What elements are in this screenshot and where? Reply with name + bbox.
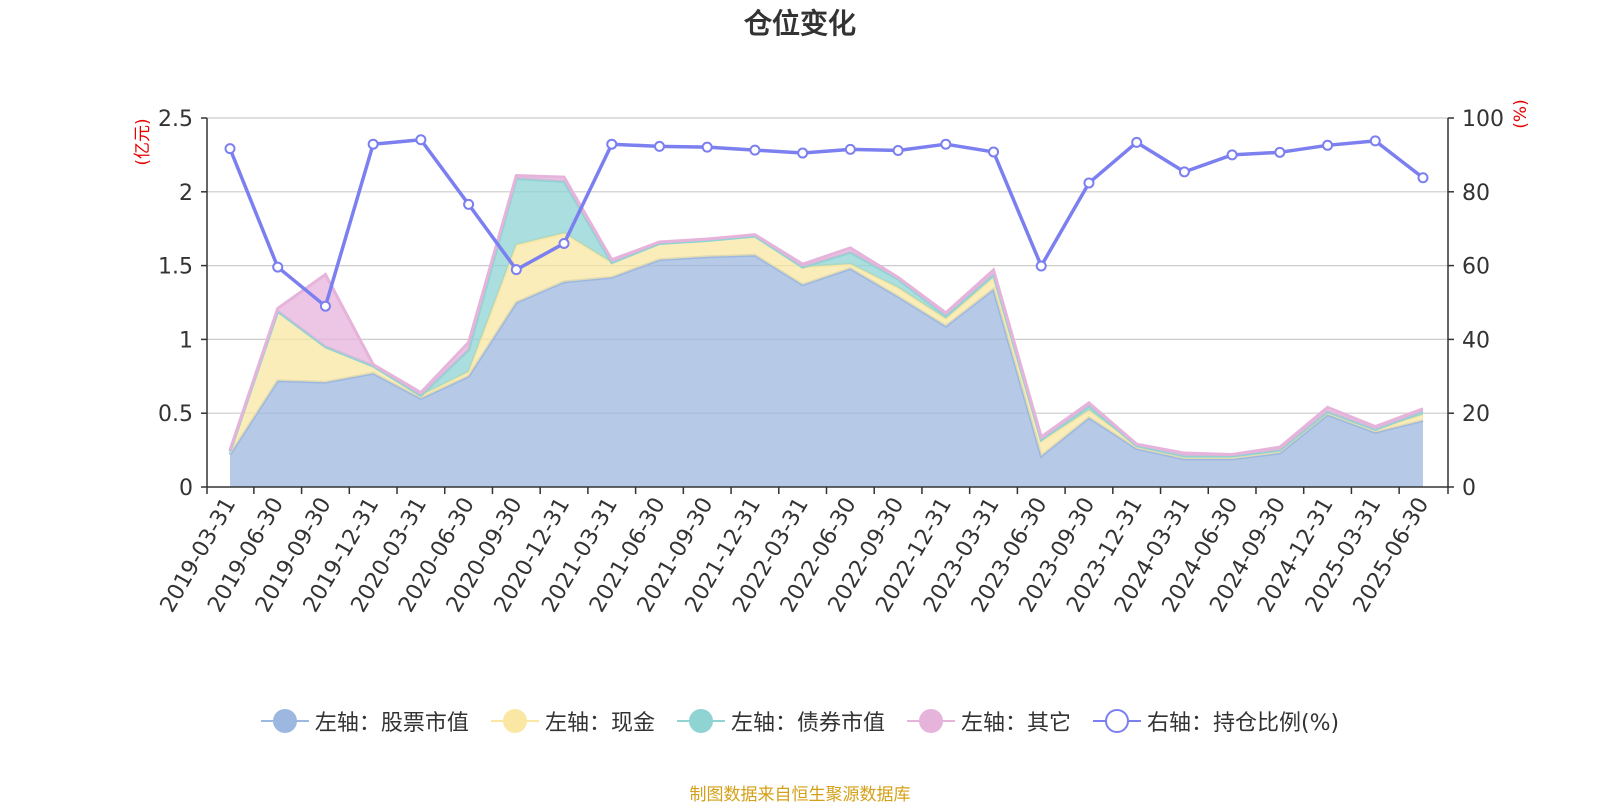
ratio-point (892, 144, 904, 156)
left-tick-label: 0 (179, 476, 193, 501)
ratio-point (844, 143, 856, 155)
chart-title: 仓位变化 (743, 7, 856, 40)
ratio-point (1178, 166, 1190, 178)
ratio-point (701, 141, 713, 153)
left-tick-label: 2.5 (158, 107, 193, 132)
right-tick-label: 20 (1462, 402, 1490, 427)
ratio-point (510, 264, 522, 276)
ratio-point (749, 144, 761, 156)
legend-label-bond: 左轴：债券市值 (730, 711, 885, 736)
position-ratio-line (224, 134, 1429, 312)
ratio-point (606, 138, 618, 150)
ratio-point (415, 134, 427, 146)
area-cash (230, 233, 1423, 459)
ratio-point (272, 261, 284, 273)
legend-swatch-stock-icon (260, 709, 309, 733)
legend-item-stock[interactable]: 左轴：股票市值 (260, 705, 469, 737)
legend-label-cash: 左轴：现金 (544, 711, 655, 736)
legend-swatch-other-icon (906, 709, 955, 733)
ratio-point (1083, 177, 1095, 189)
ratio-point (988, 146, 1000, 158)
right-tick-label: 80 (1462, 181, 1490, 206)
left-tick-label: 1 (179, 328, 193, 353)
area-stock (230, 255, 1423, 487)
ratio-point (797, 147, 809, 159)
ratio-point (558, 237, 570, 249)
ratio-point (319, 300, 331, 312)
legend-item-other[interactable]: 左轴：其它 (906, 705, 1071, 737)
legend-swatch-ratio-icon (1092, 709, 1141, 733)
ratio-point (367, 138, 379, 150)
ratio-point (1417, 172, 1429, 184)
legend-item-bond[interactable]: 左轴：债券市值 (676, 705, 885, 737)
right-tick-label: 0 (1462, 476, 1476, 501)
ratio-point (1226, 149, 1238, 161)
ratio-point (1131, 136, 1143, 148)
ratio-point (653, 140, 665, 152)
right-axis-unit: (%) (1511, 99, 1531, 128)
ratio-point (1369, 135, 1381, 147)
right-tick-label: 100 (1462, 107, 1504, 132)
ratio-point (463, 198, 475, 210)
left-tick-label: 1.5 (158, 255, 193, 280)
left-axis-unit: (亿元) (133, 118, 153, 165)
legend-item-ratio[interactable]: 右轴：持仓比例(%) (1092, 705, 1340, 737)
legend-swatch-cash-icon (490, 709, 539, 733)
ratio-point (1035, 260, 1047, 272)
right-tick-label: 60 (1462, 255, 1490, 280)
right-tick-label: 40 (1462, 328, 1490, 353)
area-edge-other (228, 174, 1424, 457)
stacked-areas (228, 174, 1424, 487)
left-tick-label: 0.5 (158, 402, 193, 427)
legend: 左轴：股票市值 左轴：现金 左轴：债券市值 左轴：其它 右轴：持仓比例(%) (0, 705, 1600, 737)
ratio-line-path (228, 138, 1425, 308)
ratio-point (940, 138, 952, 150)
legend-swatch-bond-icon (676, 709, 725, 733)
data-source-note: 制图数据来自恒生聚源数据库 (689, 785, 911, 805)
ratio-point (224, 143, 236, 155)
legend-item-cash[interactable]: 左轴：现金 (490, 705, 655, 737)
legend-label-other: 左轴：其它 (960, 711, 1071, 736)
legend-label-stock: 左轴：股票市值 (314, 711, 469, 736)
ratio-point (1322, 139, 1334, 151)
ratio-point (1274, 146, 1286, 158)
left-tick-label: 2 (179, 181, 193, 206)
legend-label-ratio: 右轴：持仓比例(%) (1146, 711, 1340, 736)
